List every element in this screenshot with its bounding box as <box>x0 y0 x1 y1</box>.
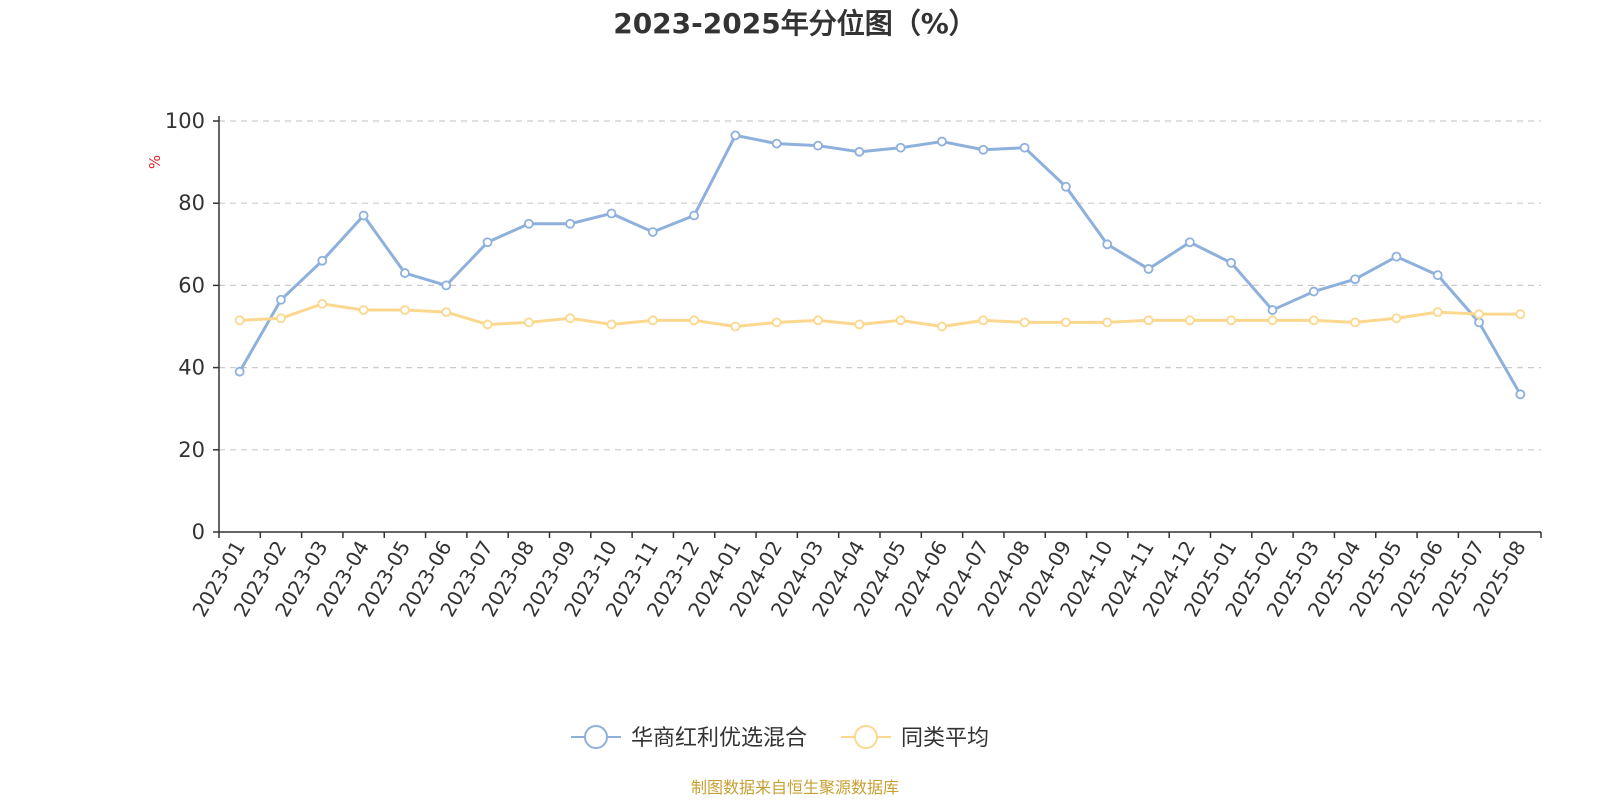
data-point <box>1143 315 1154 326</box>
data-point <box>1019 142 1030 153</box>
data-point <box>1391 251 1402 262</box>
data-point <box>276 294 286 305</box>
data-point <box>1102 239 1113 250</box>
data-point <box>1143 264 1154 274</box>
data-point <box>813 315 823 326</box>
data-point <box>895 142 906 153</box>
data-point <box>482 319 493 330</box>
data-point <box>441 307 452 318</box>
data-point <box>441 280 452 291</box>
data-point <box>1474 309 1484 320</box>
data-point <box>1226 315 1237 326</box>
data-point <box>523 218 534 229</box>
data-point <box>1061 317 1071 328</box>
data-point <box>978 315 989 326</box>
data-point <box>1102 317 1113 328</box>
y-tick-label: 80 <box>178 191 205 215</box>
series-line <box>238 133 1522 396</box>
data-point <box>854 319 865 330</box>
data-point <box>565 218 576 229</box>
data-point <box>1350 274 1360 285</box>
data-point <box>937 321 947 332</box>
legend[interactable]: 华商红利优选混合 同类平均 <box>571 725 989 751</box>
data-point <box>813 140 823 151</box>
data-point <box>771 138 782 149</box>
legend-label: 华商红利优选混合 <box>631 726 807 751</box>
data-point <box>647 315 658 326</box>
data-point <box>1474 317 1484 328</box>
y-tick-label: 20 <box>178 438 205 462</box>
data-point <box>317 255 328 266</box>
data-point <box>978 144 989 155</box>
data-point <box>1432 307 1443 318</box>
data-point <box>937 136 947 147</box>
axes: 0204060801002023-012023-022023-032023-04… <box>165 109 1542 621</box>
legend-item-2[interactable]: 同类平均 <box>841 725 989 751</box>
y-tick-label: 100 <box>165 109 205 133</box>
y-tick-label: 0 <box>192 520 205 544</box>
data-point <box>730 130 741 141</box>
data-point <box>1308 315 1319 326</box>
data-point <box>771 317 782 328</box>
data-point <box>276 313 286 324</box>
chart-title: 2023-2025年分位图（%） <box>613 7 977 40</box>
data-point <box>482 237 493 248</box>
data-point <box>1061 181 1071 192</box>
data-point <box>523 317 534 328</box>
data-point <box>234 366 245 377</box>
data-point <box>730 321 741 332</box>
data-point <box>689 210 699 221</box>
series-1 <box>234 130 1526 400</box>
data-point <box>565 313 576 324</box>
series-lines <box>234 130 1526 400</box>
legend-circle-icon <box>854 725 878 749</box>
data-point <box>1184 315 1195 326</box>
data-point <box>400 268 410 278</box>
data-point <box>606 208 617 219</box>
legend-label: 同类平均 <box>901 726 989 751</box>
data-point <box>317 298 328 309</box>
data-point <box>1267 305 1278 315</box>
data-point <box>358 305 369 315</box>
grid-lines <box>219 120 1541 451</box>
data-point <box>234 315 245 326</box>
data-point <box>895 315 906 326</box>
series-line <box>239 302 1521 328</box>
data-point <box>1515 389 1526 400</box>
data-point <box>1350 317 1360 328</box>
data-point <box>647 227 658 237</box>
data-point <box>1184 237 1195 248</box>
y-tick-label: 40 <box>178 356 205 380</box>
data-point <box>1432 270 1443 281</box>
legend-circle-icon <box>584 725 608 749</box>
data-point <box>854 146 865 157</box>
series-2 <box>234 298 1526 332</box>
data-point <box>689 315 699 326</box>
data-point <box>1515 309 1526 320</box>
data-point <box>1391 313 1402 324</box>
legend-item-1[interactable]: 华商红利优选混合 <box>571 725 807 751</box>
data-point <box>1308 286 1319 297</box>
data-point <box>358 210 369 221</box>
data-point <box>1226 257 1237 268</box>
y-tick-label: 60 <box>178 273 205 297</box>
y-axis-unit-label: % <box>146 155 164 169</box>
data-point <box>1267 315 1278 326</box>
data-point <box>1019 317 1030 328</box>
data-point <box>400 305 410 315</box>
data-point <box>606 319 617 330</box>
source-credit: 制图数据来自恒生聚源数据库 <box>691 778 899 797</box>
